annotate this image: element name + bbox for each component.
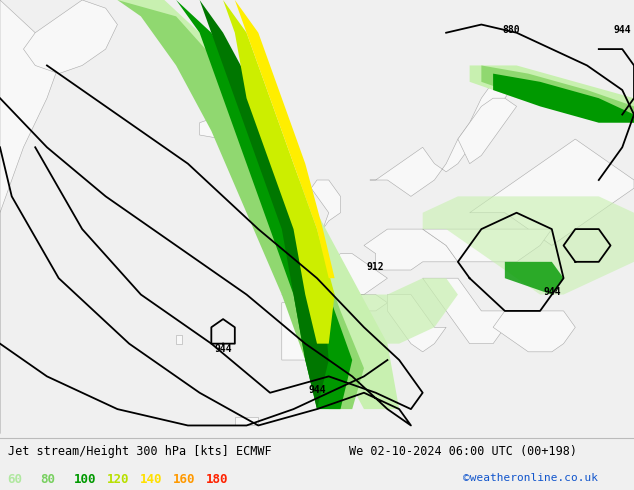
- Text: 100: 100: [74, 473, 96, 486]
- Polygon shape: [470, 66, 634, 122]
- Polygon shape: [493, 74, 634, 122]
- Polygon shape: [370, 74, 517, 196]
- Polygon shape: [458, 98, 517, 164]
- Polygon shape: [281, 204, 305, 233]
- Text: 944: 944: [214, 344, 232, 354]
- Polygon shape: [117, 0, 364, 409]
- Polygon shape: [200, 115, 258, 139]
- Text: 80: 80: [41, 473, 56, 486]
- Polygon shape: [505, 262, 564, 294]
- Polygon shape: [94, 0, 399, 409]
- Polygon shape: [423, 278, 517, 343]
- Text: 944: 944: [614, 24, 631, 35]
- Polygon shape: [470, 139, 634, 245]
- Text: 60: 60: [8, 473, 23, 486]
- Polygon shape: [23, 0, 117, 74]
- Polygon shape: [364, 229, 458, 270]
- Text: Jet stream/Height 300 hPa [kts] ECMWF: Jet stream/Height 300 hPa [kts] ECMWF: [8, 445, 271, 458]
- Text: 880: 880: [502, 24, 519, 35]
- Text: 120: 120: [107, 473, 129, 486]
- Polygon shape: [387, 294, 446, 352]
- Polygon shape: [235, 0, 335, 278]
- Polygon shape: [493, 311, 575, 352]
- Polygon shape: [423, 229, 552, 262]
- Polygon shape: [176, 336, 182, 343]
- Text: 944: 944: [308, 385, 326, 395]
- Polygon shape: [223, 0, 335, 343]
- Polygon shape: [423, 196, 634, 294]
- Text: ©weatheronline.co.uk: ©weatheronline.co.uk: [463, 473, 598, 483]
- Polygon shape: [281, 303, 364, 360]
- Text: We 02-10-2024 06:00 UTC (00+198): We 02-10-2024 06:00 UTC (00+198): [349, 445, 577, 458]
- Text: 944: 944: [543, 287, 560, 296]
- Polygon shape: [311, 180, 340, 245]
- Polygon shape: [176, 0, 353, 409]
- Polygon shape: [481, 66, 634, 122]
- Polygon shape: [294, 278, 458, 343]
- Text: 160: 160: [172, 473, 195, 486]
- Polygon shape: [235, 417, 258, 425]
- Polygon shape: [200, 0, 329, 409]
- Text: 140: 140: [139, 473, 162, 486]
- Polygon shape: [281, 254, 387, 311]
- Polygon shape: [0, 0, 59, 434]
- Text: 180: 180: [205, 473, 228, 486]
- Text: 912: 912: [367, 262, 384, 272]
